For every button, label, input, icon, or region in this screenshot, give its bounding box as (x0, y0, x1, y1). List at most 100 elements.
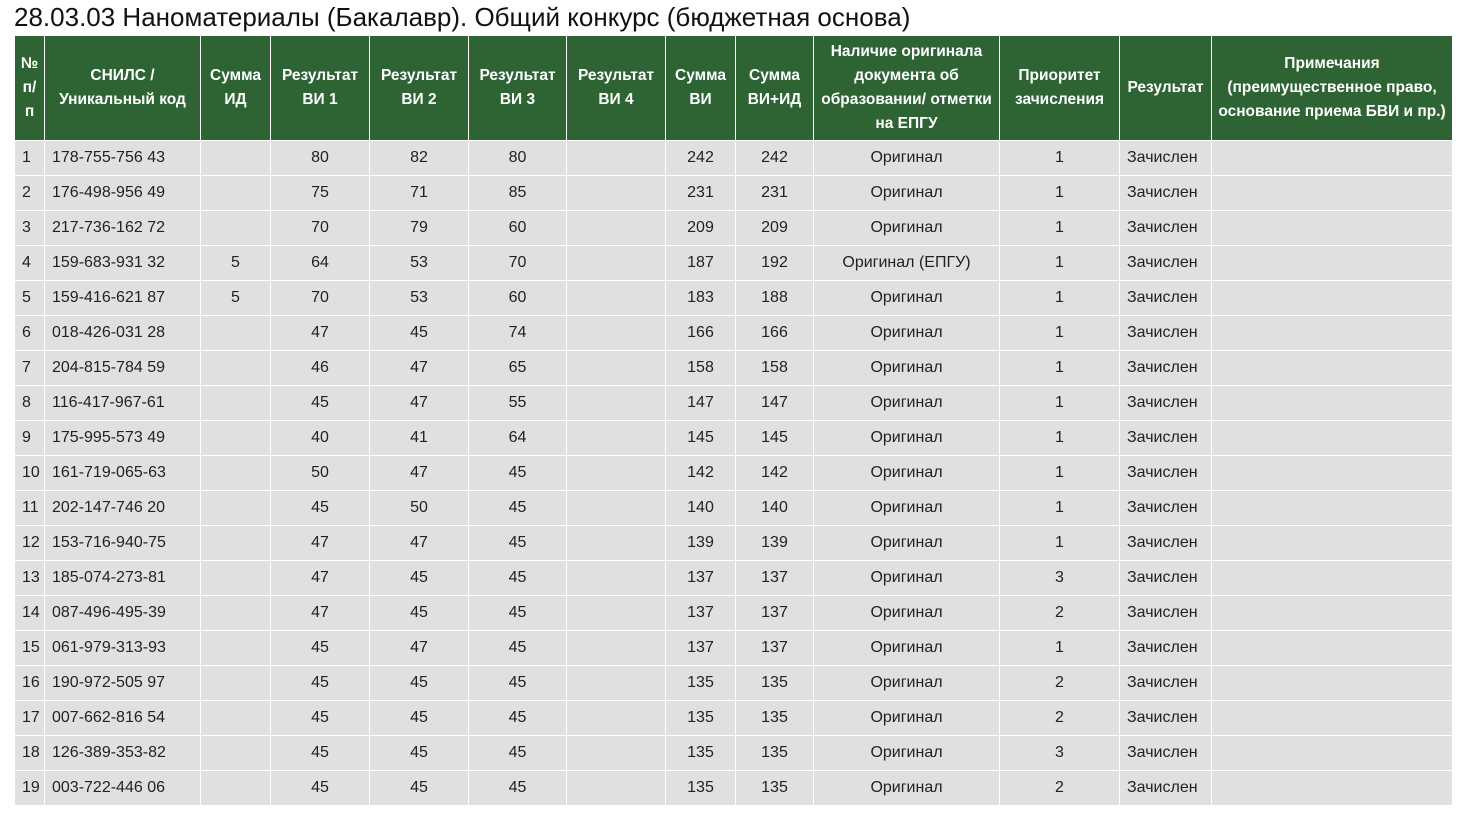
table-cell: Оригинал (813, 210, 1000, 246)
table-cell (200, 420, 271, 456)
table-cell: 45 (369, 735, 469, 771)
table-cell (200, 735, 271, 771)
table-cell: Зачислен (1119, 665, 1212, 701)
table-cell (566, 245, 666, 281)
table-cell: 15 (14, 630, 45, 666)
table-cell: 45 (468, 700, 567, 736)
table-cell: 2 (999, 770, 1120, 806)
table-cell: 145 (665, 420, 736, 456)
table-cell: 1 (999, 210, 1120, 246)
table-cell: 1 (999, 315, 1120, 351)
table-cell: 45 (468, 490, 567, 526)
table-cell: 2 (14, 175, 45, 211)
table-cell: 2 (999, 665, 1120, 701)
table-row: 3 217-736-162 72 70 79 60 209 209 Оригинал 1 Зачи… (14, 210, 1453, 246)
table-cell: 82 (369, 140, 469, 176)
table-cell: 242 (665, 140, 736, 176)
table-cell: 45 (369, 560, 469, 596)
table-cell: 217-736-162 72 (44, 210, 201, 246)
table-cell (200, 560, 271, 596)
column-header: СНИЛС / Уникальный код (44, 35, 201, 141)
table-cell: 137 (665, 630, 736, 666)
table-cell: 47 (369, 385, 469, 421)
table-cell: 137 (665, 595, 736, 631)
table-cell: Зачислен (1119, 175, 1212, 211)
table-cell: 85 (468, 175, 567, 211)
table-cell (566, 490, 666, 526)
table-cell: 64 (468, 420, 567, 456)
table-row: 1 178-755-756 43 80 82 80 242 242 Оригинал 1 Зачи… (14, 140, 1453, 176)
table-cell (566, 385, 666, 421)
table-cell (1211, 490, 1453, 526)
table-cell: Зачислен (1119, 455, 1212, 491)
table-row: 19 003-722-446 06 45 45 45 135 135 Оригинал 2 Зач… (14, 770, 1453, 806)
table-row: 17 007-662-816 54 45 45 45 135 135 Оригинал 2 Зач… (14, 700, 1453, 736)
table-cell: 2 (999, 700, 1120, 736)
table-cell: 142 (735, 455, 814, 491)
table-row: 18 126-389-353-82 45 45 45 135 135 Оригинал 3 Зач… (14, 735, 1453, 771)
table-cell: 140 (735, 490, 814, 526)
table-cell: Зачислен (1119, 280, 1212, 316)
table-cell: 147 (665, 385, 736, 421)
table-cell: 209 (665, 210, 736, 246)
table-cell: 47 (369, 525, 469, 561)
table-cell: 142 (665, 455, 736, 491)
table-cell: 137 (735, 560, 814, 596)
table-cell: 061-979-313-93 (44, 630, 201, 666)
table-cell: 8 (14, 385, 45, 421)
table-cell (1211, 385, 1453, 421)
table-cell: 74 (468, 315, 567, 351)
table-cell: Оригинал (813, 525, 1000, 561)
table-cell: 70 (270, 280, 370, 316)
table-cell: 45 (270, 770, 370, 806)
table-cell: 18 (14, 735, 45, 771)
table-row: 2 176-498-956 49 75 71 85 231 231 Оригинал 1 Зачи… (14, 175, 1453, 211)
table-cell: 1 (999, 280, 1120, 316)
table-cell: 166 (735, 315, 814, 351)
table-cell: 087-496-495-39 (44, 595, 201, 631)
table-cell: 188 (735, 280, 814, 316)
table-cell: 45 (369, 595, 469, 631)
table-cell: 139 (735, 525, 814, 561)
table-cell: 135 (735, 735, 814, 771)
table-row: 9 175-995-573 49 40 41 64 145 145 Оригинал 1 Зачи… (14, 420, 1453, 456)
table-cell: 192 (735, 245, 814, 281)
column-header: Наличие оригинала документа об образован… (813, 35, 1000, 141)
table-row: 5 159-416-621 87 5 70 53 60 183 188 Оригинал 1 Зач… (14, 280, 1453, 316)
table-cell: 47 (270, 595, 370, 631)
table-cell: Зачислен (1119, 420, 1212, 456)
table-cell: 135 (735, 770, 814, 806)
table-cell (566, 350, 666, 386)
table-cell: Оригинал (813, 140, 1000, 176)
table-cell: 12 (14, 525, 45, 561)
table-cell: 1 (999, 140, 1120, 176)
table-cell: 45 (369, 770, 469, 806)
table-cell: 45 (468, 560, 567, 596)
table-cell: 45 (468, 735, 567, 771)
column-header: Результат (1119, 35, 1212, 141)
table-cell: 135 (665, 665, 736, 701)
page-title: 28.03.03 Наноматериалы (Бакалавр). Общий… (14, 2, 911, 32)
table-cell: 1 (999, 630, 1120, 666)
table-cell: 147 (735, 385, 814, 421)
table-cell (1211, 175, 1453, 211)
column-header: Примечания (преимущественное право, осно… (1211, 35, 1453, 141)
table-cell: 9 (14, 420, 45, 456)
table-cell (566, 595, 666, 631)
table-cell: 209 (735, 210, 814, 246)
table-cell: 47 (270, 525, 370, 561)
table-cell: Оригинал (813, 735, 1000, 771)
table-cell: 003-722-446 06 (44, 770, 201, 806)
table-cell: 17 (14, 700, 45, 736)
table-cell: Зачислен (1119, 525, 1212, 561)
table-cell: 5 (14, 280, 45, 316)
column-header: Сумма ИД (200, 35, 271, 141)
table-cell: Оригинал (813, 700, 1000, 736)
table-cell: 47 (369, 455, 469, 491)
table-cell: 242 (735, 140, 814, 176)
table-cell: Оригинал (813, 665, 1000, 701)
table-cell: 79 (369, 210, 469, 246)
table-cell: Оригинал (813, 280, 1000, 316)
table-cell: 75 (270, 175, 370, 211)
